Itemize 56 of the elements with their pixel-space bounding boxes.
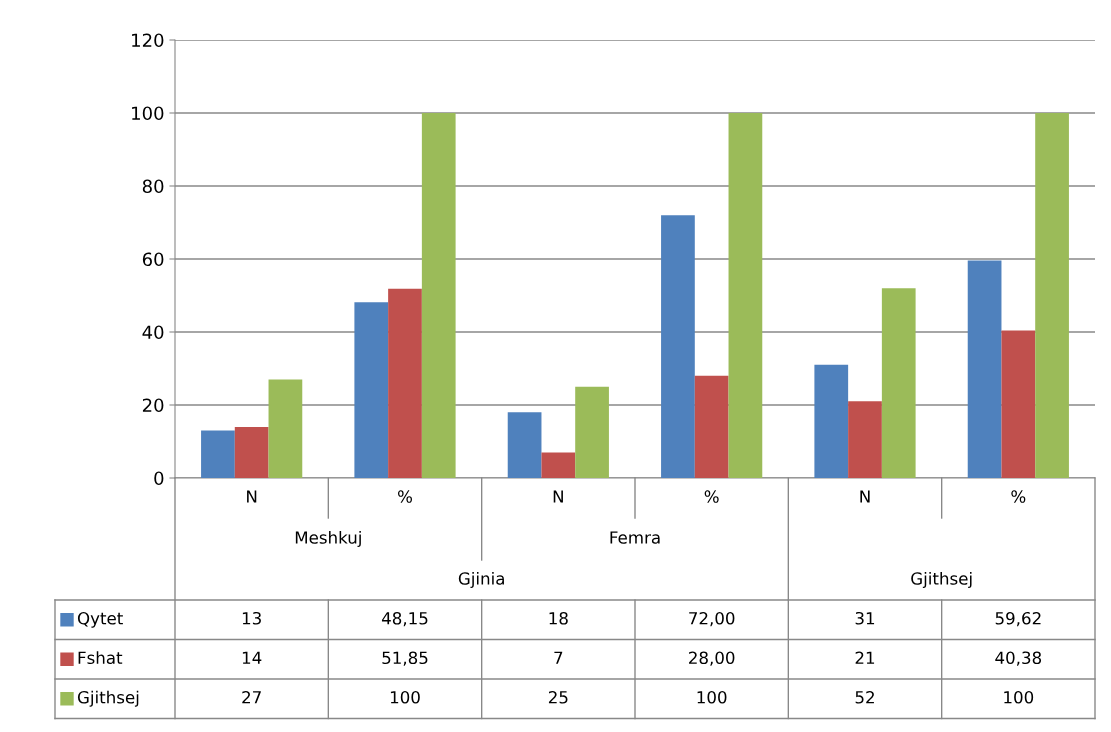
x-tick-label: N <box>860 490 870 503</box>
text: Femra <box>610 531 660 544</box>
data-label: 59,62 <box>995 611 1041 627</box>
bar <box>967 260 1002 478</box>
x-tick-label: % <box>1011 490 1026 503</box>
bar <box>814 364 849 478</box>
data-label: 100 <box>1004 690 1034 704</box>
data-label: 14 <box>242 651 262 664</box>
bar <box>728 113 763 478</box>
y-tick-label: 60 <box>142 252 164 267</box>
text: Meshkuj <box>295 530 361 548</box>
data-label: 18 <box>549 611 568 625</box>
bar <box>507 412 542 478</box>
bar <box>354 302 389 478</box>
data-label: 100 <box>697 690 727 704</box>
bar <box>661 215 695 478</box>
data-label: 7 <box>554 651 563 664</box>
data-label: 48,15 <box>381 611 428 627</box>
bar <box>268 379 303 478</box>
text: Gjinia <box>458 571 504 589</box>
y-tick-label: 100 <box>132 106 164 121</box>
bar <box>541 452 576 478</box>
data-label: 52 <box>855 690 874 704</box>
data-label: 51,85 <box>382 651 428 666</box>
bar <box>1001 330 1036 478</box>
y-tick-label: 40 <box>142 325 164 340</box>
bar <box>421 113 456 478</box>
bar <box>234 426 269 478</box>
y-tick-label: 0 <box>154 471 164 486</box>
data-label: 28,00 <box>689 651 735 666</box>
legend-label: Gjithsej <box>77 690 139 707</box>
data-label: 72,00 <box>689 611 735 627</box>
bar <box>694 375 729 478</box>
data-label: 13 <box>242 611 261 625</box>
bar <box>1035 113 1069 478</box>
x-tick-label: N <box>553 490 563 503</box>
data-label: 27 <box>242 690 261 704</box>
data-label: 100 <box>390 690 420 704</box>
text: Gjithsej <box>911 571 972 589</box>
bar <box>848 401 882 478</box>
legend-label: Qytet <box>77 611 123 628</box>
data-label: 25 <box>548 690 568 704</box>
bar <box>201 430 235 478</box>
bar <box>388 288 422 478</box>
y-tick-label: 20 <box>142 398 164 413</box>
legend-label: Fshat <box>78 651 123 665</box>
x-tick-label: % <box>704 490 719 503</box>
data-label: 21 <box>855 651 875 664</box>
data-label: 31 <box>855 611 875 625</box>
data-label: 40,38 <box>995 651 1042 666</box>
bar <box>575 386 609 478</box>
bar <box>881 288 916 478</box>
y-tick-label: 120 <box>132 33 164 48</box>
y-tick-label: 80 <box>142 179 164 194</box>
x-tick-label: % <box>398 490 412 503</box>
x-tick-label: N <box>247 490 257 503</box>
